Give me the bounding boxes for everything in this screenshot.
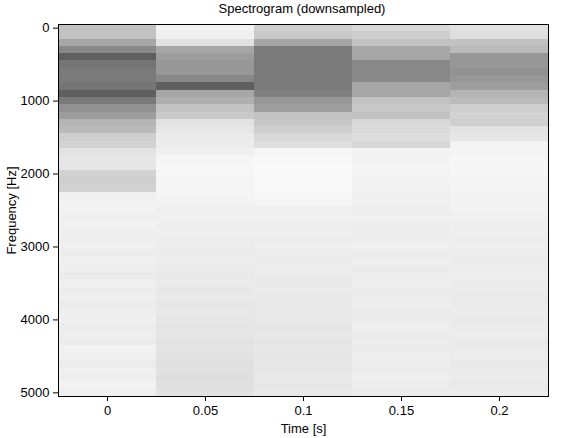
svg-text:3000: 3000 — [21, 239, 50, 254]
svg-text:1000: 1000 — [21, 93, 50, 108]
svg-text:0.2: 0.2 — [490, 403, 508, 418]
svg-text:0: 0 — [104, 403, 111, 418]
svg-text:0: 0 — [42, 20, 49, 35]
svg-text:Time [s]: Time [s] — [281, 421, 327, 436]
svg-text:4000: 4000 — [21, 312, 50, 327]
svg-text:0.1: 0.1 — [294, 403, 312, 418]
svg-text:5000: 5000 — [21, 385, 50, 400]
svg-text:Frequency [Hz]: Frequency [Hz] — [4, 166, 19, 254]
svg-text:0.05: 0.05 — [193, 403, 218, 418]
svg-text:0.15: 0.15 — [389, 403, 414, 418]
svg-text:2000: 2000 — [21, 166, 50, 181]
html-text:Spectrogram (downsampled): Spectrogram (downsampled) — [218, 1, 386, 16]
